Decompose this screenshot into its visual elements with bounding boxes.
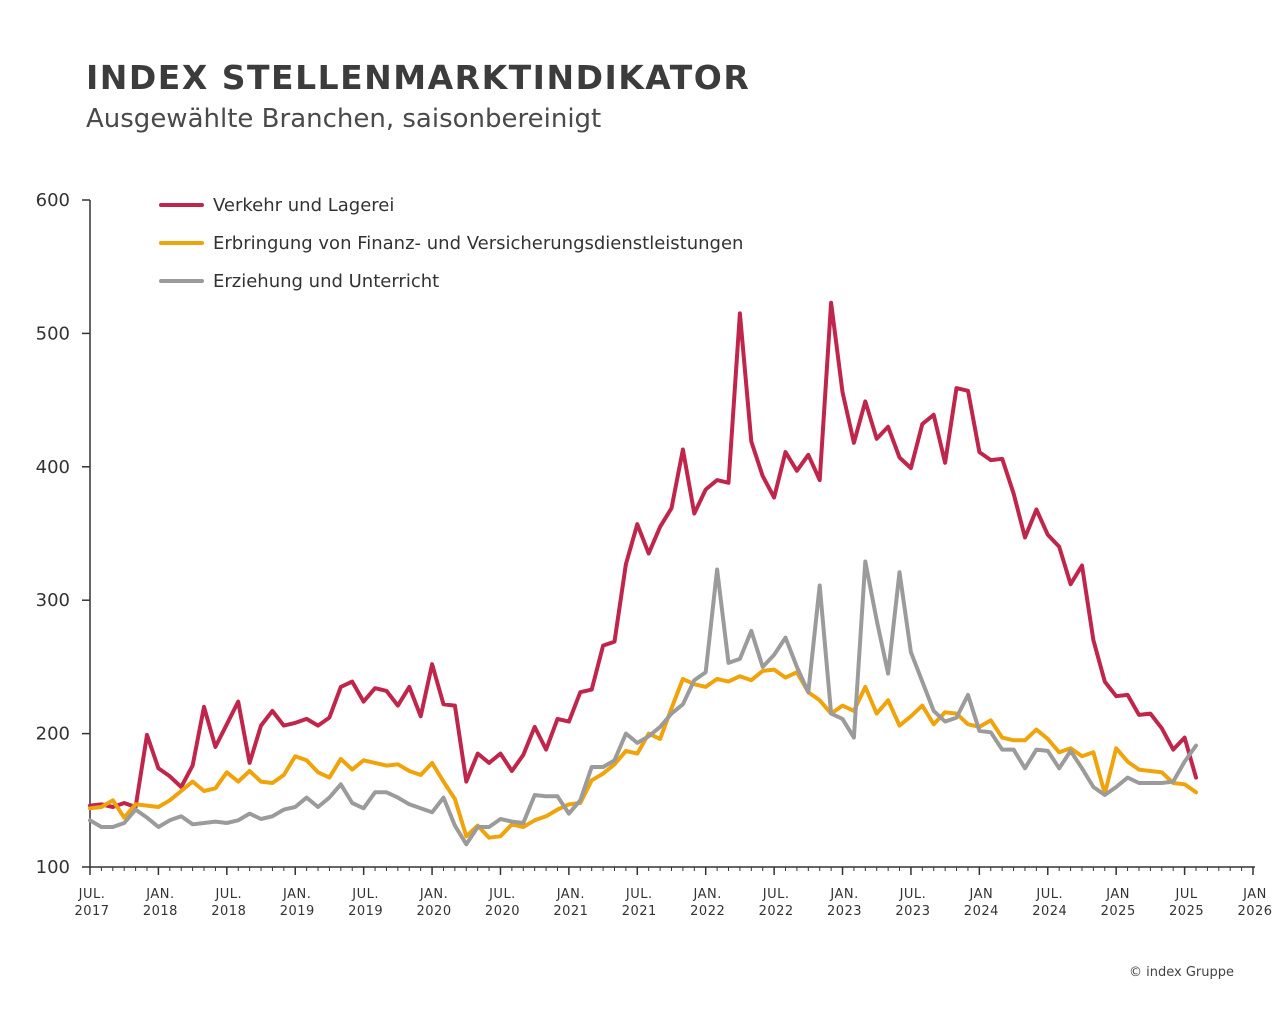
y-tick-label: 300 — [36, 590, 70, 611]
x-axis-ticks: JUL. 2017 JAN. 2018 JUL. 2018 JAN. 2019 JUL. 2019… — [74, 867, 1272, 919]
copyright-note: © index Gruppe — [1129, 965, 1234, 980]
legend-label: Verkehr und Lagerei — [213, 195, 394, 216]
x-tick-label: JAN. 2020 — [417, 887, 452, 919]
legend-label: Erbringung von Finanz- und Versicherungs… — [213, 233, 743, 254]
series-line-2 — [88, 667, 1198, 840]
chart-title: INDEX STELLENMARKTINDIKATOR — [86, 58, 751, 97]
y-tick-label: 500 — [36, 323, 70, 344]
y-tick-label: 200 — [36, 724, 70, 745]
x-tick-label: JUL. 2017 — [74, 887, 109, 919]
y-tick-label: 100 — [36, 857, 70, 878]
x-tick-label: JAN. 2022 — [690, 887, 725, 919]
x-tick-label: JAN. 2018 — [143, 887, 178, 919]
chart-axes — [89, 200, 1255, 871]
y-tick-label: 600 — [36, 190, 70, 211]
legend-label: Erziehung und Unterricht — [213, 271, 439, 292]
x-tick-label: JAN 2025 — [1101, 887, 1136, 919]
x-tick-label: JAN. 2019 — [280, 887, 315, 919]
x-tick-label: JAN 2024 — [964, 887, 999, 919]
x-tick-label: JUL. 2018 — [211, 887, 246, 919]
series-line-3 — [88, 559, 1198, 847]
x-tick-label: JUL. 2023 — [895, 887, 930, 919]
x-tick-label: JAN. 2023 — [827, 887, 862, 919]
y-axis-ticks: 100 200 300 400 500 600 — [36, 190, 90, 878]
x-tick-label: JAN. 2021 — [553, 887, 588, 919]
legend: Verkehr und Lagerei Erbringung von Finanz… — [159, 195, 743, 292]
series-line-1 — [88, 300, 1198, 809]
x-tick-label: JUL. 2024 — [1032, 887, 1067, 919]
series-lines — [88, 300, 1198, 847]
x-tick-label: JUL. 2020 — [485, 887, 520, 919]
x-tick-label: JAN 2026 — [1237, 887, 1272, 919]
chart-subtitle: Ausgewählte Branchen, saisonbereinigt — [86, 104, 602, 134]
x-tick-label: JUL 2025 — [1169, 887, 1204, 919]
x-tick-label: JUL. 2019 — [348, 887, 383, 919]
x-tick-label: JUL. 2021 — [622, 887, 657, 919]
y-tick-label: 400 — [36, 457, 70, 478]
x-tick-label: JUL. 2022 — [759, 887, 794, 919]
